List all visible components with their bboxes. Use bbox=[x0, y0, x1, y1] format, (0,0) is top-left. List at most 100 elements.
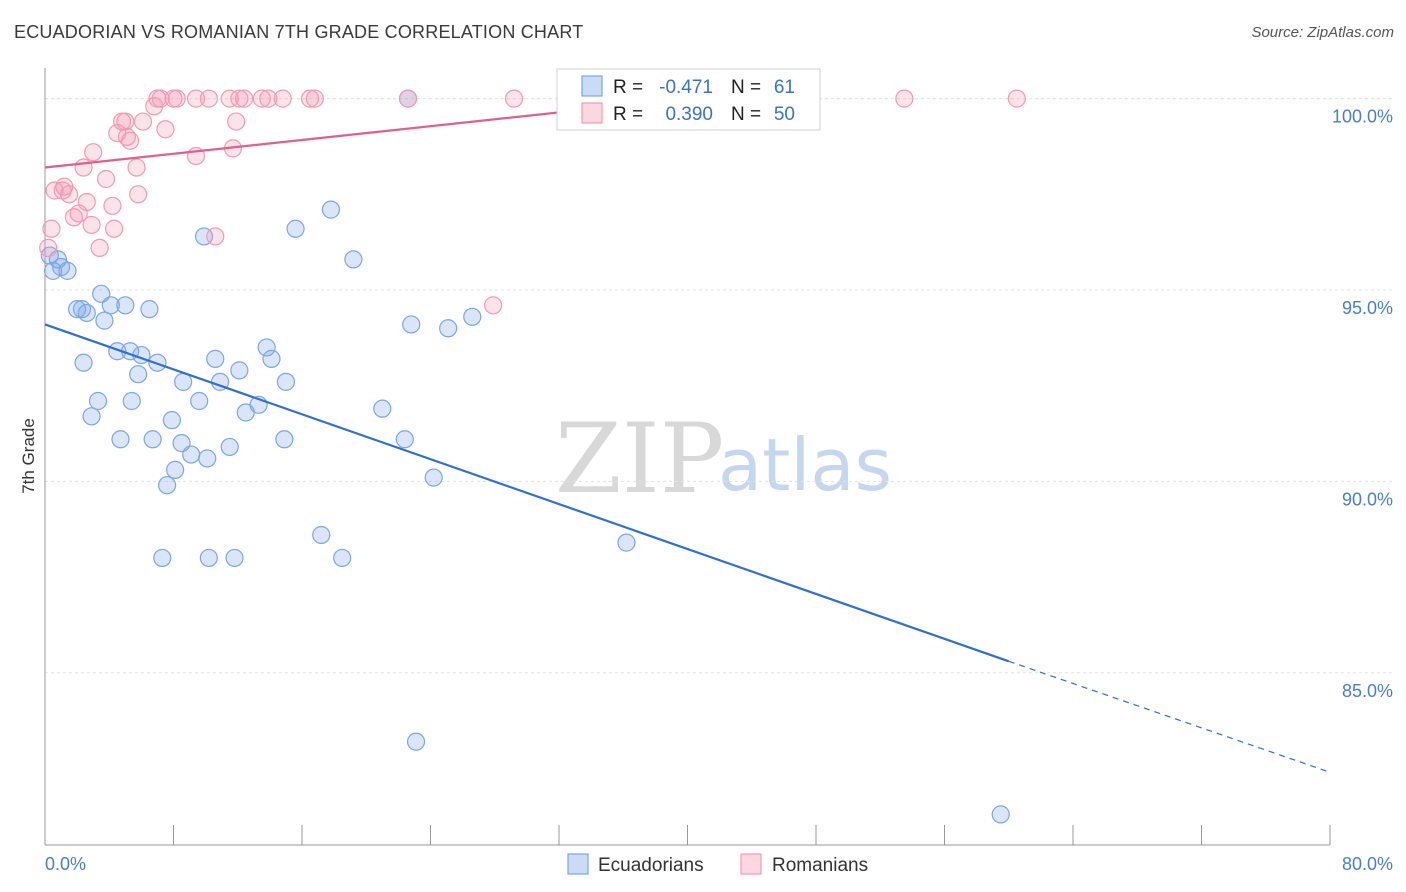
chart-title: ECUADORIAN VS ROMANIAN 7TH GRADE CORRELA… bbox=[14, 22, 584, 42]
romanian-point bbox=[39, 238, 58, 257]
ecuadorian-point bbox=[74, 353, 93, 372]
ecuadorian-point bbox=[286, 219, 305, 238]
ecuadorian-point bbox=[406, 732, 426, 751]
ecuadorian-point bbox=[275, 430, 294, 449]
ecuadorian-point bbox=[111, 430, 130, 449]
romanian-point bbox=[77, 192, 96, 212]
ecuadorian-point bbox=[82, 407, 101, 426]
watermark-zip: ZIP bbox=[555, 403, 724, 515]
romanian-point bbox=[116, 112, 135, 131]
ecuadorian-point bbox=[88, 391, 108, 411]
romanian-point bbox=[129, 185, 148, 204]
ecuadorian-point bbox=[225, 548, 244, 568]
series-legend-swatch bbox=[740, 853, 762, 875]
ecuadorian-point bbox=[199, 548, 218, 568]
romanian-point bbox=[117, 127, 137, 146]
series-legend-swatch bbox=[567, 853, 589, 875]
ecuadorian-point bbox=[333, 548, 352, 568]
stats-n-label: N = bbox=[731, 104, 761, 125]
ecuadorian-point bbox=[424, 468, 443, 487]
stats-r-label: R = bbox=[613, 77, 643, 98]
romanian-point bbox=[186, 89, 206, 108]
stats-legend-box bbox=[556, 68, 821, 131]
romanian-point bbox=[895, 89, 914, 108]
ecuadorian-point bbox=[129, 365, 148, 384]
ecuadorian-point bbox=[95, 311, 114, 330]
romanian-point bbox=[96, 169, 116, 189]
ecuadorian-trend-extension bbox=[1008, 660, 1331, 773]
romanian-point bbox=[127, 158, 146, 177]
stats-r-value: 0.390 bbox=[665, 104, 713, 125]
romanian-point bbox=[504, 89, 524, 108]
romanian-point bbox=[151, 89, 170, 108]
ecuadorian-trend-line bbox=[44, 323, 1010, 663]
romanian-point bbox=[42, 219, 61, 238]
ecuadorian-point bbox=[108, 342, 127, 361]
ecuadorian-point bbox=[116, 296, 135, 315]
romanian-point bbox=[90, 238, 109, 257]
y-axis-title: 7th Grade bbox=[19, 418, 38, 494]
romanian-point bbox=[300, 89, 320, 108]
ecuadorian-point bbox=[157, 476, 177, 495]
ecuadorian-point bbox=[321, 200, 341, 219]
ecuadorian-point bbox=[122, 391, 141, 411]
ecuadorian-point bbox=[190, 391, 209, 411]
romanian-point bbox=[167, 89, 186, 108]
romanian-point bbox=[398, 89, 418, 108]
series-legend-label: Ecuadorians bbox=[598, 855, 704, 876]
ecuadorian-point bbox=[344, 250, 363, 269]
ecuadorian-point bbox=[395, 430, 414, 449]
romanian-point bbox=[103, 196, 122, 215]
romanian-point bbox=[230, 89, 249, 108]
y-tick-label: 100.0% bbox=[1332, 107, 1393, 127]
ecuadorian-point bbox=[463, 307, 482, 326]
x-tick-label-min: 0.0% bbox=[45, 854, 86, 874]
ecuadorian-point bbox=[72, 300, 92, 319]
romanian-point bbox=[220, 89, 239, 108]
ecuadorian-point bbox=[140, 300, 159, 319]
romanian-point bbox=[1007, 89, 1026, 108]
ecuadorian-point bbox=[162, 411, 181, 430]
y-tick-label: 95.0% bbox=[1342, 298, 1393, 318]
romanian-point bbox=[227, 112, 246, 131]
romanian-point bbox=[104, 219, 124, 238]
ecuadorian-point bbox=[991, 805, 1010, 824]
ecuadorian-point bbox=[262, 349, 281, 368]
y-tick-label: 90.0% bbox=[1342, 489, 1393, 509]
ecuadorian-point bbox=[402, 315, 421, 334]
stats-r-value: -0.471 bbox=[659, 77, 713, 98]
romanian-point bbox=[84, 143, 103, 162]
ecuadorian-point bbox=[143, 430, 162, 449]
ecuadorian-point bbox=[257, 338, 276, 357]
ecuadorian-point bbox=[206, 349, 225, 368]
stats-legend-swatch bbox=[581, 75, 603, 97]
chart-source: Source: ZipAtlas.com bbox=[1251, 24, 1394, 41]
ecuadorian-point bbox=[166, 460, 185, 479]
ecuadorian-point bbox=[220, 437, 239, 457]
romanian-point bbox=[55, 177, 74, 196]
ecuadorian-point bbox=[153, 548, 172, 568]
series-legend-label: Romanians bbox=[772, 855, 868, 876]
romanian-point bbox=[74, 158, 93, 177]
romanian-point bbox=[133, 112, 153, 131]
stats-n-value: 50 bbox=[774, 104, 795, 125]
romanian-point bbox=[259, 89, 278, 108]
ecuadorian-point bbox=[230, 361, 249, 380]
romanian-point bbox=[273, 89, 292, 108]
ecuadorian-point bbox=[276, 372, 296, 391]
watermark-atlas: atlas bbox=[718, 423, 892, 507]
romanian-point bbox=[199, 89, 218, 108]
romanian-point bbox=[484, 296, 503, 315]
ecuadorian-point bbox=[198, 449, 217, 468]
romanian-point bbox=[156, 120, 175, 139]
ecuadorian-point bbox=[439, 319, 458, 338]
stats-n-value: 61 bbox=[774, 77, 795, 98]
ecuadorian-point bbox=[101, 296, 120, 315]
romanian-point bbox=[252, 89, 271, 108]
stats-n-label: N = bbox=[731, 77, 761, 98]
romanian-point bbox=[305, 89, 324, 108]
ecuadorian-point bbox=[373, 399, 392, 418]
romanian-point bbox=[235, 89, 254, 108]
ecuadorian-point bbox=[617, 533, 636, 552]
